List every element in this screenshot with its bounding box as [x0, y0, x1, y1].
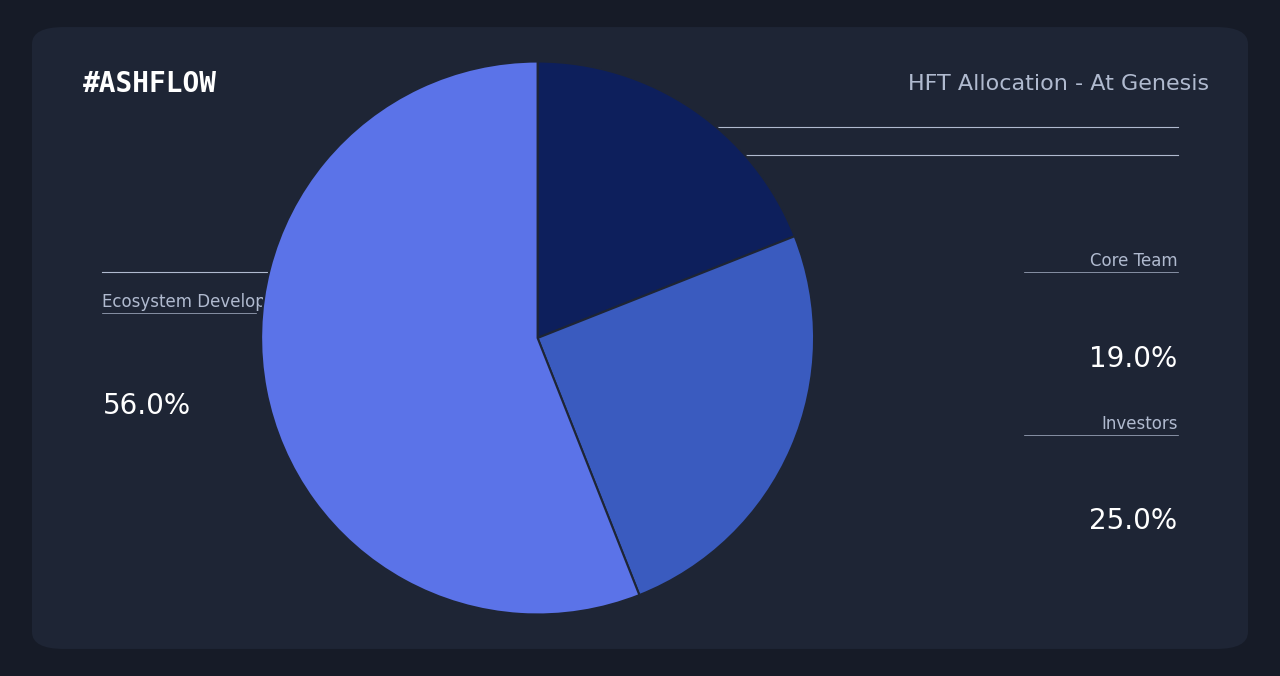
Text: #ASHFLOW: #ASHFLOW	[83, 70, 218, 99]
Wedge shape	[261, 62, 640, 614]
Text: Ecosystem Development: Ecosystem Development	[102, 293, 310, 311]
Text: Investors: Investors	[1101, 414, 1178, 433]
Wedge shape	[538, 236, 814, 595]
Text: 19.0%: 19.0%	[1089, 345, 1178, 372]
Text: 56.0%: 56.0%	[102, 392, 191, 420]
Text: 25.0%: 25.0%	[1089, 507, 1178, 535]
FancyBboxPatch shape	[32, 27, 1248, 649]
Wedge shape	[538, 62, 795, 338]
Text: Core Team: Core Team	[1091, 252, 1178, 270]
Text: HFT Allocation - At Genesis: HFT Allocation - At Genesis	[909, 74, 1210, 95]
